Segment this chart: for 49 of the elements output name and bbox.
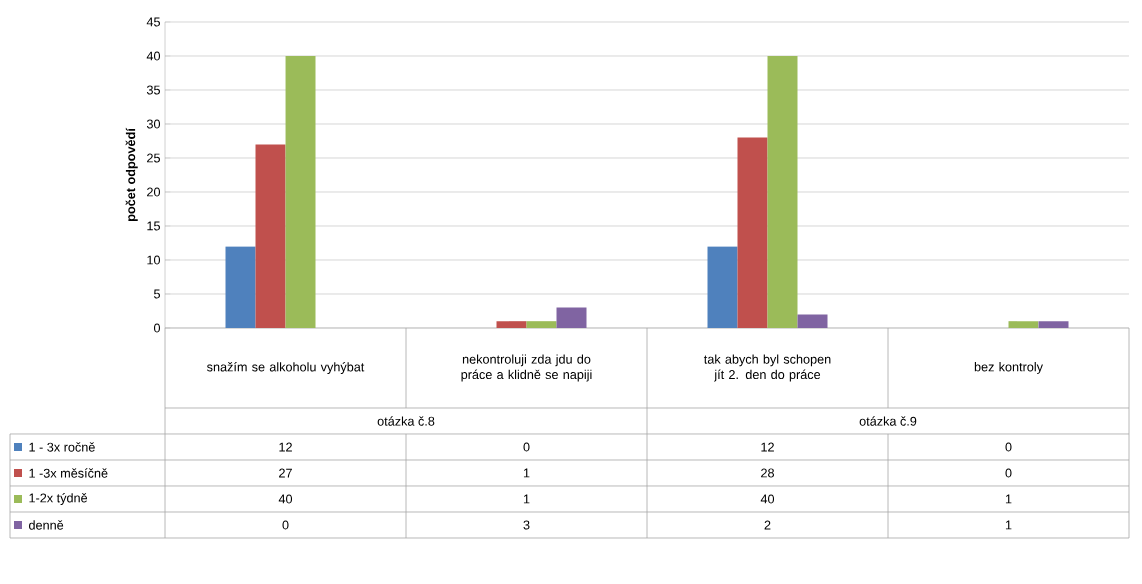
data-label: 40 bbox=[278, 494, 293, 504]
y-tick-label: 15 bbox=[147, 221, 160, 231]
data-label: 12 bbox=[761, 442, 774, 452]
legend-label: 1 -3x měsíčně bbox=[29, 468, 108, 478]
x-tick-label: nekontroluji zda jdu do práce a klidně se napiji bbox=[461, 354, 592, 382]
y-tick-label: 10 bbox=[147, 255, 161, 265]
data-label: 1 bbox=[1005, 494, 1012, 504]
y-tick-label: 20 bbox=[147, 187, 161, 197]
y-tick-label: 5 bbox=[153, 289, 160, 299]
y-tick-label: 35 bbox=[146, 85, 160, 95]
bar bbox=[1038, 321, 1069, 328]
x-tick-label: snažím se alkoholu vyhýbat bbox=[207, 362, 365, 374]
data-label: 3 bbox=[523, 520, 530, 530]
data-label: 2 bbox=[764, 520, 771, 530]
data-label: 28 bbox=[761, 468, 775, 478]
y-axis-title: počet odpovědí bbox=[125, 127, 138, 221]
x-tick-label: tak abych byl schopen jít 2. den do práce bbox=[703, 354, 831, 382]
legend-label: 1 - 3x ročně bbox=[29, 442, 95, 452]
bar bbox=[707, 246, 738, 328]
bar bbox=[737, 137, 768, 328]
bar bbox=[797, 314, 828, 328]
data-label: 0 bbox=[523, 442, 530, 452]
y-tick-label: 45 bbox=[146, 17, 160, 27]
bar bbox=[556, 307, 587, 328]
legend-label: 1-2x týdně bbox=[29, 493, 88, 505]
text: otázka č.9 bbox=[859, 416, 917, 426]
data-label: 27 bbox=[279, 468, 292, 478]
data-label: 12 bbox=[279, 442, 292, 452]
data-label: 1 bbox=[1005, 520, 1012, 530]
legend-label: denně bbox=[29, 520, 64, 530]
bar bbox=[496, 321, 527, 328]
data-label: 40 bbox=[760, 494, 775, 504]
y-tick-label: 25 bbox=[147, 153, 160, 163]
bar bbox=[1008, 321, 1039, 328]
bar bbox=[225, 246, 256, 328]
bar bbox=[255, 144, 286, 328]
y-tick-label: 40 bbox=[146, 51, 161, 61]
x-tick-label: bez kontroly bbox=[974, 362, 1043, 374]
bar bbox=[767, 55, 798, 328]
data-label: 0 bbox=[282, 520, 289, 530]
data-label: 1 bbox=[523, 468, 530, 478]
y-tick-label: 30 bbox=[146, 119, 161, 129]
y-tick-label: 0 bbox=[153, 323, 161, 333]
data-label: 0 bbox=[1005, 442, 1012, 452]
data-label: 1 bbox=[523, 494, 530, 504]
text: otázka č.8 bbox=[377, 416, 435, 426]
bar bbox=[526, 321, 557, 328]
data-label: 0 bbox=[1005, 468, 1012, 478]
bar bbox=[285, 55, 316, 328]
